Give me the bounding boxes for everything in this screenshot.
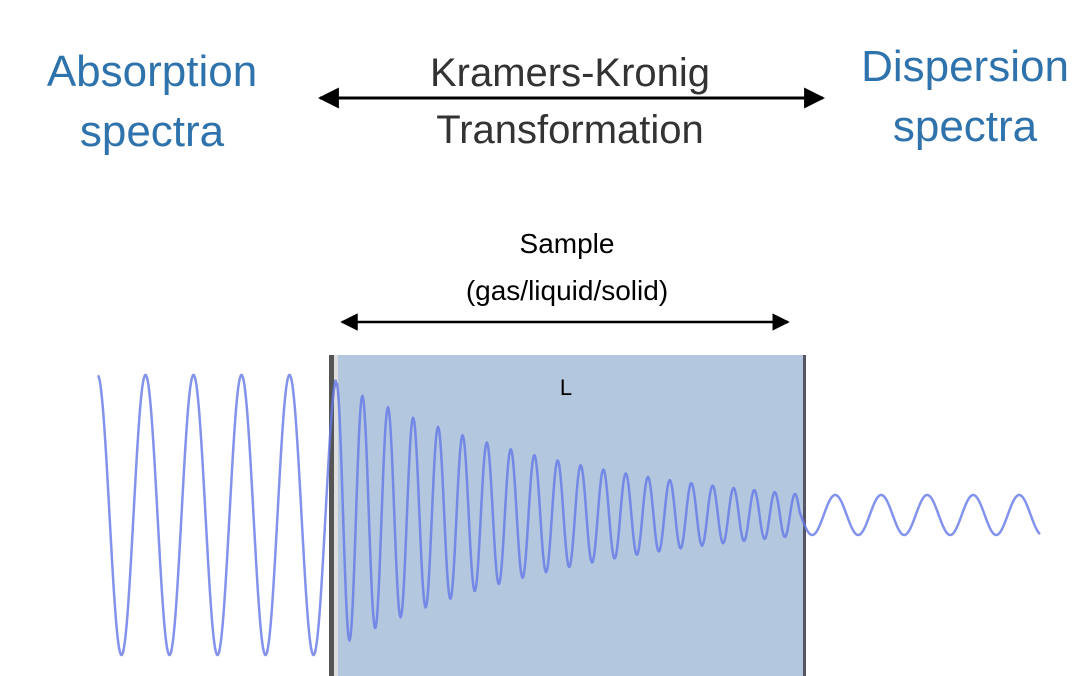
wave (96, 373, 1041, 657)
center-label-line: Kramers-Kronig (430, 51, 710, 95)
left-label-line: Absorption (47, 47, 257, 96)
right-label-line: Dispersion (861, 42, 1069, 91)
length-label: L (560, 375, 572, 400)
sample-label-line: Sample (520, 228, 615, 259)
left-label-line: spectra (80, 107, 225, 156)
sample-wall (334, 355, 338, 676)
sample-label-line: (gas/liquid/solid) (466, 275, 668, 306)
sample-region (338, 355, 806, 676)
right-label-line: spectra (893, 102, 1038, 151)
center-label-line: Transformation (436, 108, 704, 152)
sample-wall (803, 355, 806, 676)
sample-wall (329, 355, 334, 676)
